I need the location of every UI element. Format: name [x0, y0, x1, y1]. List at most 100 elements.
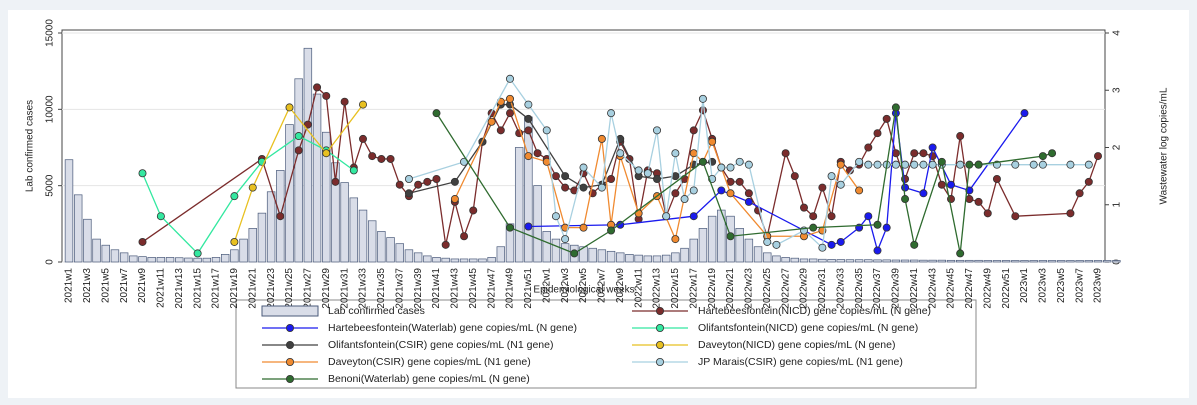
- bar: [266, 191, 276, 263]
- point: [827, 240, 836, 249]
- point: [901, 195, 910, 204]
- x-tick-label: 2021w35: [376, 268, 387, 309]
- point: [561, 183, 570, 192]
- legend-label: Lab confirmed cases: [328, 305, 425, 317]
- bar: [487, 257, 496, 263]
- point: [928, 143, 937, 152]
- point: [450, 177, 459, 186]
- point: [818, 183, 827, 192]
- x-tick-label: 2023w3: [1038, 268, 1049, 303]
- x-tick-label: 2022w35: [854, 268, 865, 309]
- x-tick-label: 2022w5: [578, 268, 589, 303]
- point: [441, 240, 450, 249]
- point: [460, 232, 469, 241]
- point: [607, 109, 616, 118]
- bar: [423, 255, 432, 263]
- point: [579, 223, 588, 232]
- bar: [643, 255, 653, 263]
- bar: [450, 258, 460, 263]
- point: [496, 126, 505, 135]
- bar: [772, 255, 781, 263]
- x-tick-label: 2022w13: [652, 268, 663, 309]
- point: [643, 169, 652, 178]
- point: [138, 169, 147, 178]
- bar: [303, 47, 313, 263]
- point: [864, 143, 873, 152]
- bar: [441, 257, 450, 263]
- bar: [386, 237, 395, 263]
- point: [882, 114, 891, 123]
- bar: [983, 260, 992, 263]
- point: [919, 160, 928, 169]
- point: [193, 249, 202, 258]
- y2-tick-label: 1: [1112, 202, 1123, 208]
- bar: [900, 259, 910, 263]
- point: [607, 174, 616, 183]
- point: [597, 183, 606, 192]
- point: [882, 223, 891, 232]
- bar: [625, 254, 634, 263]
- bar: [827, 259, 836, 263]
- bar: [616, 252, 625, 263]
- bar: [220, 254, 230, 263]
- x-tick-label: 2021w19: [229, 268, 240, 309]
- bar: [1011, 260, 1020, 263]
- point: [680, 195, 689, 204]
- x-tick-label: 2022w45: [946, 268, 957, 309]
- bar: [184, 257, 193, 263]
- point: [974, 160, 983, 169]
- point: [1038, 152, 1047, 161]
- bar: [514, 147, 524, 263]
- bar: [818, 258, 827, 263]
- bar: [882, 259, 891, 263]
- point: [276, 212, 285, 221]
- point: [726, 163, 735, 172]
- point: [248, 183, 257, 192]
- x-tick-label: 2021w49: [505, 268, 516, 309]
- bar: [781, 257, 790, 263]
- x-tick-label: 2021w27: [303, 268, 314, 309]
- point: [717, 186, 726, 195]
- bar: [193, 257, 202, 263]
- point: [689, 186, 698, 195]
- x-tick-label: 2021w47: [486, 268, 497, 309]
- x-tick-label: 2021w9: [137, 268, 148, 303]
- x-tick-label: 2021w25: [284, 268, 295, 309]
- bar: [248, 228, 257, 263]
- point: [1011, 212, 1020, 221]
- point: [469, 206, 478, 215]
- point: [763, 237, 772, 246]
- bar: [873, 259, 882, 263]
- point: [561, 172, 570, 181]
- bar: [542, 231, 551, 263]
- bar: [202, 257, 212, 263]
- bar: [478, 258, 487, 263]
- point: [809, 223, 818, 232]
- bar: [661, 254, 671, 263]
- x-tick-label: 2021w17: [211, 268, 222, 309]
- bar: [358, 209, 368, 263]
- bar: [459, 258, 469, 263]
- point: [772, 240, 781, 249]
- point: [432, 109, 441, 118]
- point: [551, 212, 560, 221]
- point: [597, 134, 606, 143]
- point: [873, 160, 882, 169]
- point: [1066, 160, 1075, 169]
- point: [450, 195, 459, 204]
- point: [322, 91, 331, 100]
- point: [671, 235, 680, 244]
- bar: [790, 257, 800, 263]
- bar: [165, 257, 175, 263]
- bar: [83, 218, 92, 263]
- bar: [854, 259, 864, 263]
- point: [1020, 109, 1029, 118]
- x-tick-label: 2023w1: [1019, 268, 1030, 303]
- bar: [634, 254, 643, 263]
- bar: [239, 238, 248, 263]
- bar: [73, 194, 83, 263]
- point: [138, 237, 147, 246]
- bar: [533, 185, 542, 263]
- bar: [974, 259, 983, 263]
- legend-label: Benoni(Waterlab) gene copies/mL (N gene): [328, 373, 530, 385]
